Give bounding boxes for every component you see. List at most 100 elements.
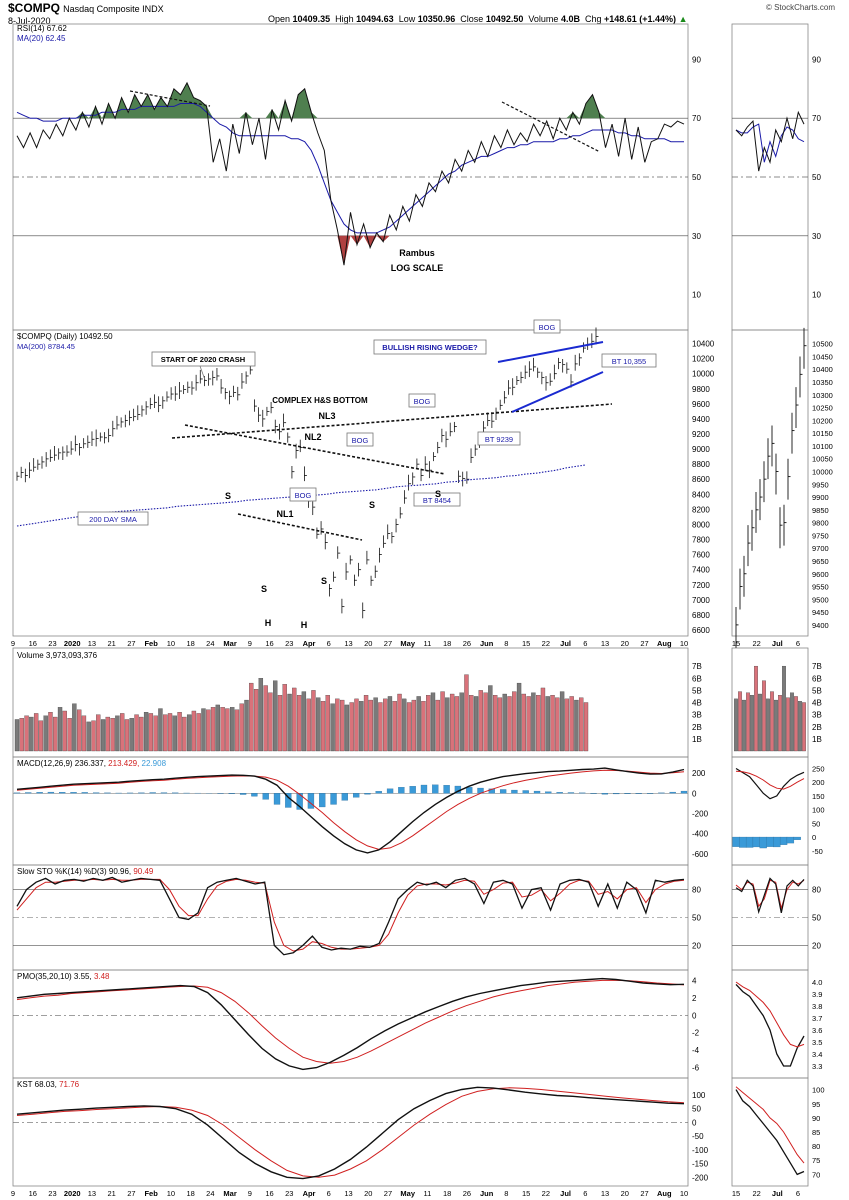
neckline-nl2 bbox=[184, 424, 446, 475]
volume-bar bbox=[392, 701, 397, 752]
chg-value: +148.61 (+1.44%) bbox=[604, 14, 677, 24]
volume-bar bbox=[406, 702, 412, 752]
macd-weekly-line bbox=[735, 767, 805, 800]
macd-histogram-bar bbox=[251, 793, 258, 797]
price-bar bbox=[58, 448, 62, 460]
volume-bar bbox=[445, 697, 450, 752]
macd-histogram-bar bbox=[613, 793, 620, 795]
price-bar bbox=[199, 369, 203, 384]
crash-callout-box bbox=[151, 351, 256, 367]
macd-legend-signal: 213.429, bbox=[108, 759, 141, 768]
price-bar bbox=[33, 458, 37, 472]
price-bar bbox=[591, 333, 595, 349]
volume-bar bbox=[435, 699, 440, 752]
macd-weekly-histogram-bar bbox=[779, 836, 788, 845]
volume-tick-label: 4B bbox=[692, 699, 702, 708]
panel-frame-price bbox=[12, 329, 689, 637]
volume-bar bbox=[38, 720, 44, 752]
x-axis-label: 20 bbox=[364, 1189, 372, 1198]
price-bar bbox=[145, 401, 149, 415]
macd-weekly-tick-label: 150 bbox=[812, 792, 825, 801]
price-bar bbox=[87, 435, 91, 448]
weekly-price-bar bbox=[795, 387, 799, 429]
price-bar bbox=[41, 456, 45, 469]
weekly-volume-bar bbox=[762, 680, 766, 752]
nl3-label: NL3 bbox=[318, 411, 335, 421]
weekly-x-axis-label: 15 bbox=[732, 1189, 740, 1198]
volume-bar bbox=[387, 696, 393, 752]
price-tick-label: 10000 bbox=[692, 370, 715, 379]
price-bar bbox=[79, 443, 82, 456]
x-axis-label: 20 bbox=[621, 639, 629, 648]
rsi-weekly-tick-label: 70 bbox=[812, 114, 821, 123]
volume-bar bbox=[191, 710, 197, 752]
bt-10355-label: BT 10,355 bbox=[612, 357, 646, 366]
price-bar bbox=[528, 361, 532, 378]
x-axis-label: 13 bbox=[88, 1189, 96, 1198]
price-bar bbox=[453, 421, 457, 433]
price-bar bbox=[245, 371, 249, 384]
price-tick-label: 8400 bbox=[692, 490, 710, 499]
macd-weekly-tick-label: 200 bbox=[812, 778, 825, 787]
kst-tick-label: -50 bbox=[692, 1132, 704, 1141]
price-bar bbox=[162, 396, 166, 409]
macd-histogram-bar bbox=[624, 793, 631, 794]
price-bar bbox=[116, 415, 120, 430]
sto-legend: Slow STO %K(14) %D(3) 90.96, 90.49 bbox=[17, 867, 154, 876]
kst-tick-label: 0 bbox=[692, 1118, 697, 1127]
weekly-price-bar bbox=[751, 509, 755, 551]
kst-weekly-tick-label: 90 bbox=[812, 1114, 820, 1123]
macd-histogram-bar bbox=[149, 792, 156, 794]
price-bar bbox=[341, 598, 345, 614]
weekly-price-bar bbox=[787, 458, 791, 500]
volume-bar bbox=[502, 693, 507, 752]
volume-bar bbox=[559, 691, 565, 752]
x-axis-label: 10 bbox=[680, 1189, 688, 1198]
sma-callout-label: 200 DAY SMA bbox=[89, 515, 137, 524]
x-axis-label: 18 bbox=[443, 639, 451, 648]
volume-bar bbox=[76, 709, 82, 752]
price-tick-label: 9800 bbox=[692, 385, 710, 394]
high-label: High bbox=[335, 14, 354, 24]
macd-histogram-bar bbox=[92, 792, 100, 794]
price-bar bbox=[499, 399, 503, 410]
rsi-tick-label: 70 bbox=[692, 114, 701, 123]
bog-callout-label: BOG bbox=[539, 323, 556, 332]
kst-line bbox=[16, 1086, 685, 1180]
price-bar bbox=[312, 501, 316, 516]
macd-histogram-bar bbox=[81, 792, 88, 794]
index-name: Nasdaq Composite INDX bbox=[63, 4, 164, 14]
log-scale-label: LOG SCALE bbox=[391, 263, 444, 273]
x-axis-label: Feb bbox=[144, 639, 158, 648]
price-weekly-tick-label: 10250 bbox=[812, 404, 833, 413]
price-bar bbox=[299, 439, 303, 453]
s-label: S bbox=[225, 491, 231, 501]
price-bar bbox=[370, 575, 374, 586]
price-bar bbox=[304, 466, 307, 482]
price-bar bbox=[74, 435, 78, 452]
macd-legend: MACD(12,26,9) 236.337, 213.429, 22.908 bbox=[17, 759, 167, 768]
volume-bar bbox=[110, 718, 115, 752]
macd-tick-label: 0 bbox=[692, 789, 697, 798]
wedge-callout-label: BULLISH RISING WEDGE? bbox=[382, 343, 478, 352]
weekly-x-axis-label: 22 bbox=[752, 639, 760, 648]
volume-bar bbox=[96, 714, 101, 752]
volume-bar bbox=[521, 693, 527, 752]
rsi-tick-label: 50 bbox=[692, 173, 701, 182]
bog-callout-label: BOG bbox=[414, 397, 431, 406]
macd-histogram-bar bbox=[556, 792, 563, 794]
price-bar bbox=[483, 421, 487, 433]
macd-histogram-bar bbox=[319, 793, 326, 808]
x-axis-label: 16 bbox=[29, 639, 37, 648]
price-bar bbox=[216, 368, 220, 381]
weekly-volume-bar bbox=[778, 695, 782, 752]
price-bar bbox=[208, 373, 212, 386]
price-bar bbox=[133, 408, 137, 422]
price-bar bbox=[508, 380, 512, 395]
rsi-weekly-ma-line bbox=[735, 123, 805, 163]
volume-bar bbox=[201, 708, 206, 752]
price-bar bbox=[237, 386, 241, 401]
price-bar bbox=[316, 527, 320, 539]
price-bar bbox=[120, 417, 124, 428]
volume-bar bbox=[454, 696, 460, 752]
